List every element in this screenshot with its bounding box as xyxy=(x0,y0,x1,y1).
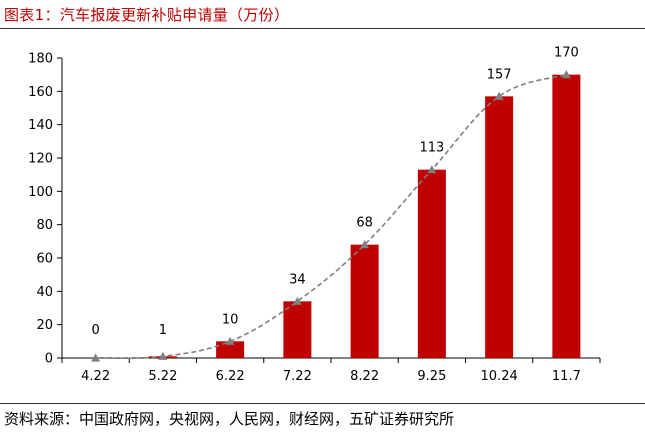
bars xyxy=(148,74,581,359)
data-label: 68 xyxy=(356,216,373,231)
trend-marker xyxy=(360,240,370,249)
bar xyxy=(216,341,245,358)
trend-marker xyxy=(158,351,168,360)
bar xyxy=(552,74,581,359)
x-tick-label: 6.22 xyxy=(216,369,245,384)
title-divider xyxy=(0,28,645,29)
x-axis: 4.22 5.22 6.22 7.22 8.22 9.25 10.24 11.7 xyxy=(61,357,601,384)
y-tick-label: 20 xyxy=(36,318,53,333)
source-note: 资料来源：中国政府网，央视网，人民网，财经网，五矿证券研究所 xyxy=(4,410,455,428)
y-tick-label: 160 xyxy=(28,85,53,100)
y-tick-label: 40 xyxy=(36,285,53,300)
y-tick-label: 80 xyxy=(36,218,53,233)
y-tick-label: 140 xyxy=(28,118,53,133)
data-label: 157 xyxy=(487,67,512,82)
x-tick-label: 5.22 xyxy=(148,369,177,384)
trend-curve xyxy=(95,73,567,359)
data-label: 113 xyxy=(419,141,444,156)
data-label: 170 xyxy=(554,46,579,61)
bar xyxy=(283,301,312,358)
y-tick-label: 100 xyxy=(28,185,53,200)
trend-marker xyxy=(292,296,302,305)
x-tick-label: 7.22 xyxy=(283,369,312,384)
trend-line xyxy=(91,70,571,362)
chart-title: 图表1：汽车报废更新补贴申请量（万份） xyxy=(4,6,290,24)
y-tick-label: 180 xyxy=(28,52,53,67)
trend-marker xyxy=(561,70,571,79)
data-label: 1 xyxy=(159,323,167,338)
trend-marker xyxy=(91,353,101,362)
bar xyxy=(417,169,446,358)
x-tick-label: 11.7 xyxy=(552,369,581,384)
x-tick-label: 10.24 xyxy=(481,369,518,384)
data-labels: 0 1 10 34 68 113 157 170 xyxy=(91,46,578,338)
bar xyxy=(350,244,379,358)
data-label: 34 xyxy=(289,272,306,287)
y-axis: 0 20 40 60 80 100 120 140 160 180 xyxy=(28,52,63,367)
x-tick-label: 9.25 xyxy=(417,369,446,384)
trend-marker xyxy=(427,165,437,174)
data-label: 0 xyxy=(91,323,99,338)
data-label: 10 xyxy=(222,312,239,327)
y-tick-label: 120 xyxy=(28,152,53,167)
y-tick-label: 0 xyxy=(45,352,53,367)
x-tick-label: 8.22 xyxy=(350,369,379,384)
trend-marker xyxy=(225,336,235,345)
trend-marker xyxy=(494,91,504,100)
bar xyxy=(485,96,514,358)
y-tick-label: 60 xyxy=(36,252,53,267)
source-divider xyxy=(0,403,645,404)
x-tick-label: 4.22 xyxy=(81,369,110,384)
